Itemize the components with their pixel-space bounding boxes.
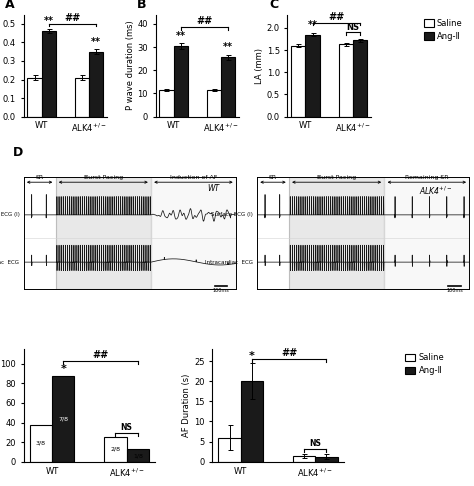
Text: 3/8: 3/8 [36,441,46,446]
Text: Remaining SR: Remaining SR [405,175,448,180]
Bar [127,450,149,462]
Text: WT: WT [207,185,219,193]
Text: ALK4$^{+/-}$: ALK4$^{+/-}$ [419,185,452,197]
Bar [219,437,241,462]
Text: Burst Pacing: Burst Pacing [84,175,123,180]
Text: Burst Pacing: Burst Pacing [317,175,356,180]
Y-axis label: LA (mm): LA (mm) [255,48,264,84]
Text: D: D [13,146,23,159]
Bar [75,78,89,117]
Text: SR: SR [36,175,44,180]
Text: ##: ## [196,17,212,26]
Bar [384,176,469,289]
Text: **: ** [91,37,101,47]
Text: 7/8: 7/8 [58,417,68,421]
Text: NS: NS [346,22,359,32]
Text: C: C [269,0,278,12]
Bar [151,176,236,289]
Text: Induction of AF: Induction of AF [170,175,217,180]
Y-axis label: AF Duration (s): AF Duration (s) [182,374,191,437]
Text: 100ms: 100ms [213,288,229,293]
Bar [353,40,367,117]
Bar [338,44,353,117]
Bar [159,90,173,117]
Text: *: * [249,351,255,361]
Text: Intracardiac  ECG: Intracardiac ECG [0,260,19,265]
Text: 1/8: 1/8 [133,453,143,458]
Bar [52,376,74,462]
Legend: Saline, Ang-Ⅱ: Saline, Ang-Ⅱ [423,19,463,41]
Bar [289,176,384,289]
Bar [89,52,103,117]
Text: ##: ## [328,12,344,21]
Bar [55,176,151,289]
Text: *: * [60,364,66,374]
Text: **: ** [223,42,233,52]
Text: Surface ECG (I): Surface ECG (I) [0,212,19,217]
Bar [315,457,337,462]
Y-axis label: P wave duration (ms): P wave duration (ms) [126,21,135,110]
Text: SR: SR [269,175,277,180]
Text: ##: ## [92,350,109,360]
Bar [30,425,52,462]
Text: **: ** [308,20,318,30]
Text: **: ** [176,31,186,40]
Bar [27,78,42,117]
Bar [207,90,221,117]
Text: **: ** [44,17,54,27]
Bar [305,35,319,117]
Text: ##: ## [64,13,81,23]
Bar [241,382,263,462]
Text: NS: NS [121,423,133,432]
Bar [291,46,305,117]
Legend: Saline, Ang-Ⅱ: Saline, Ang-Ⅱ [405,353,444,376]
Text: Intracardiac  ECG: Intracardiac ECG [205,260,253,265]
Text: ##: ## [281,348,297,358]
Text: 100ms: 100ms [446,288,463,293]
Text: A: A [5,0,15,12]
Bar [104,437,127,462]
Text: 2/8: 2/8 [110,447,120,452]
Bar [221,57,235,117]
Text: NS: NS [310,439,321,448]
Bar [173,46,188,117]
Text: B: B [137,0,147,12]
Bar [42,31,56,117]
Bar [293,456,315,462]
Text: Surface ECG (I): Surface ECG (I) [211,212,253,217]
